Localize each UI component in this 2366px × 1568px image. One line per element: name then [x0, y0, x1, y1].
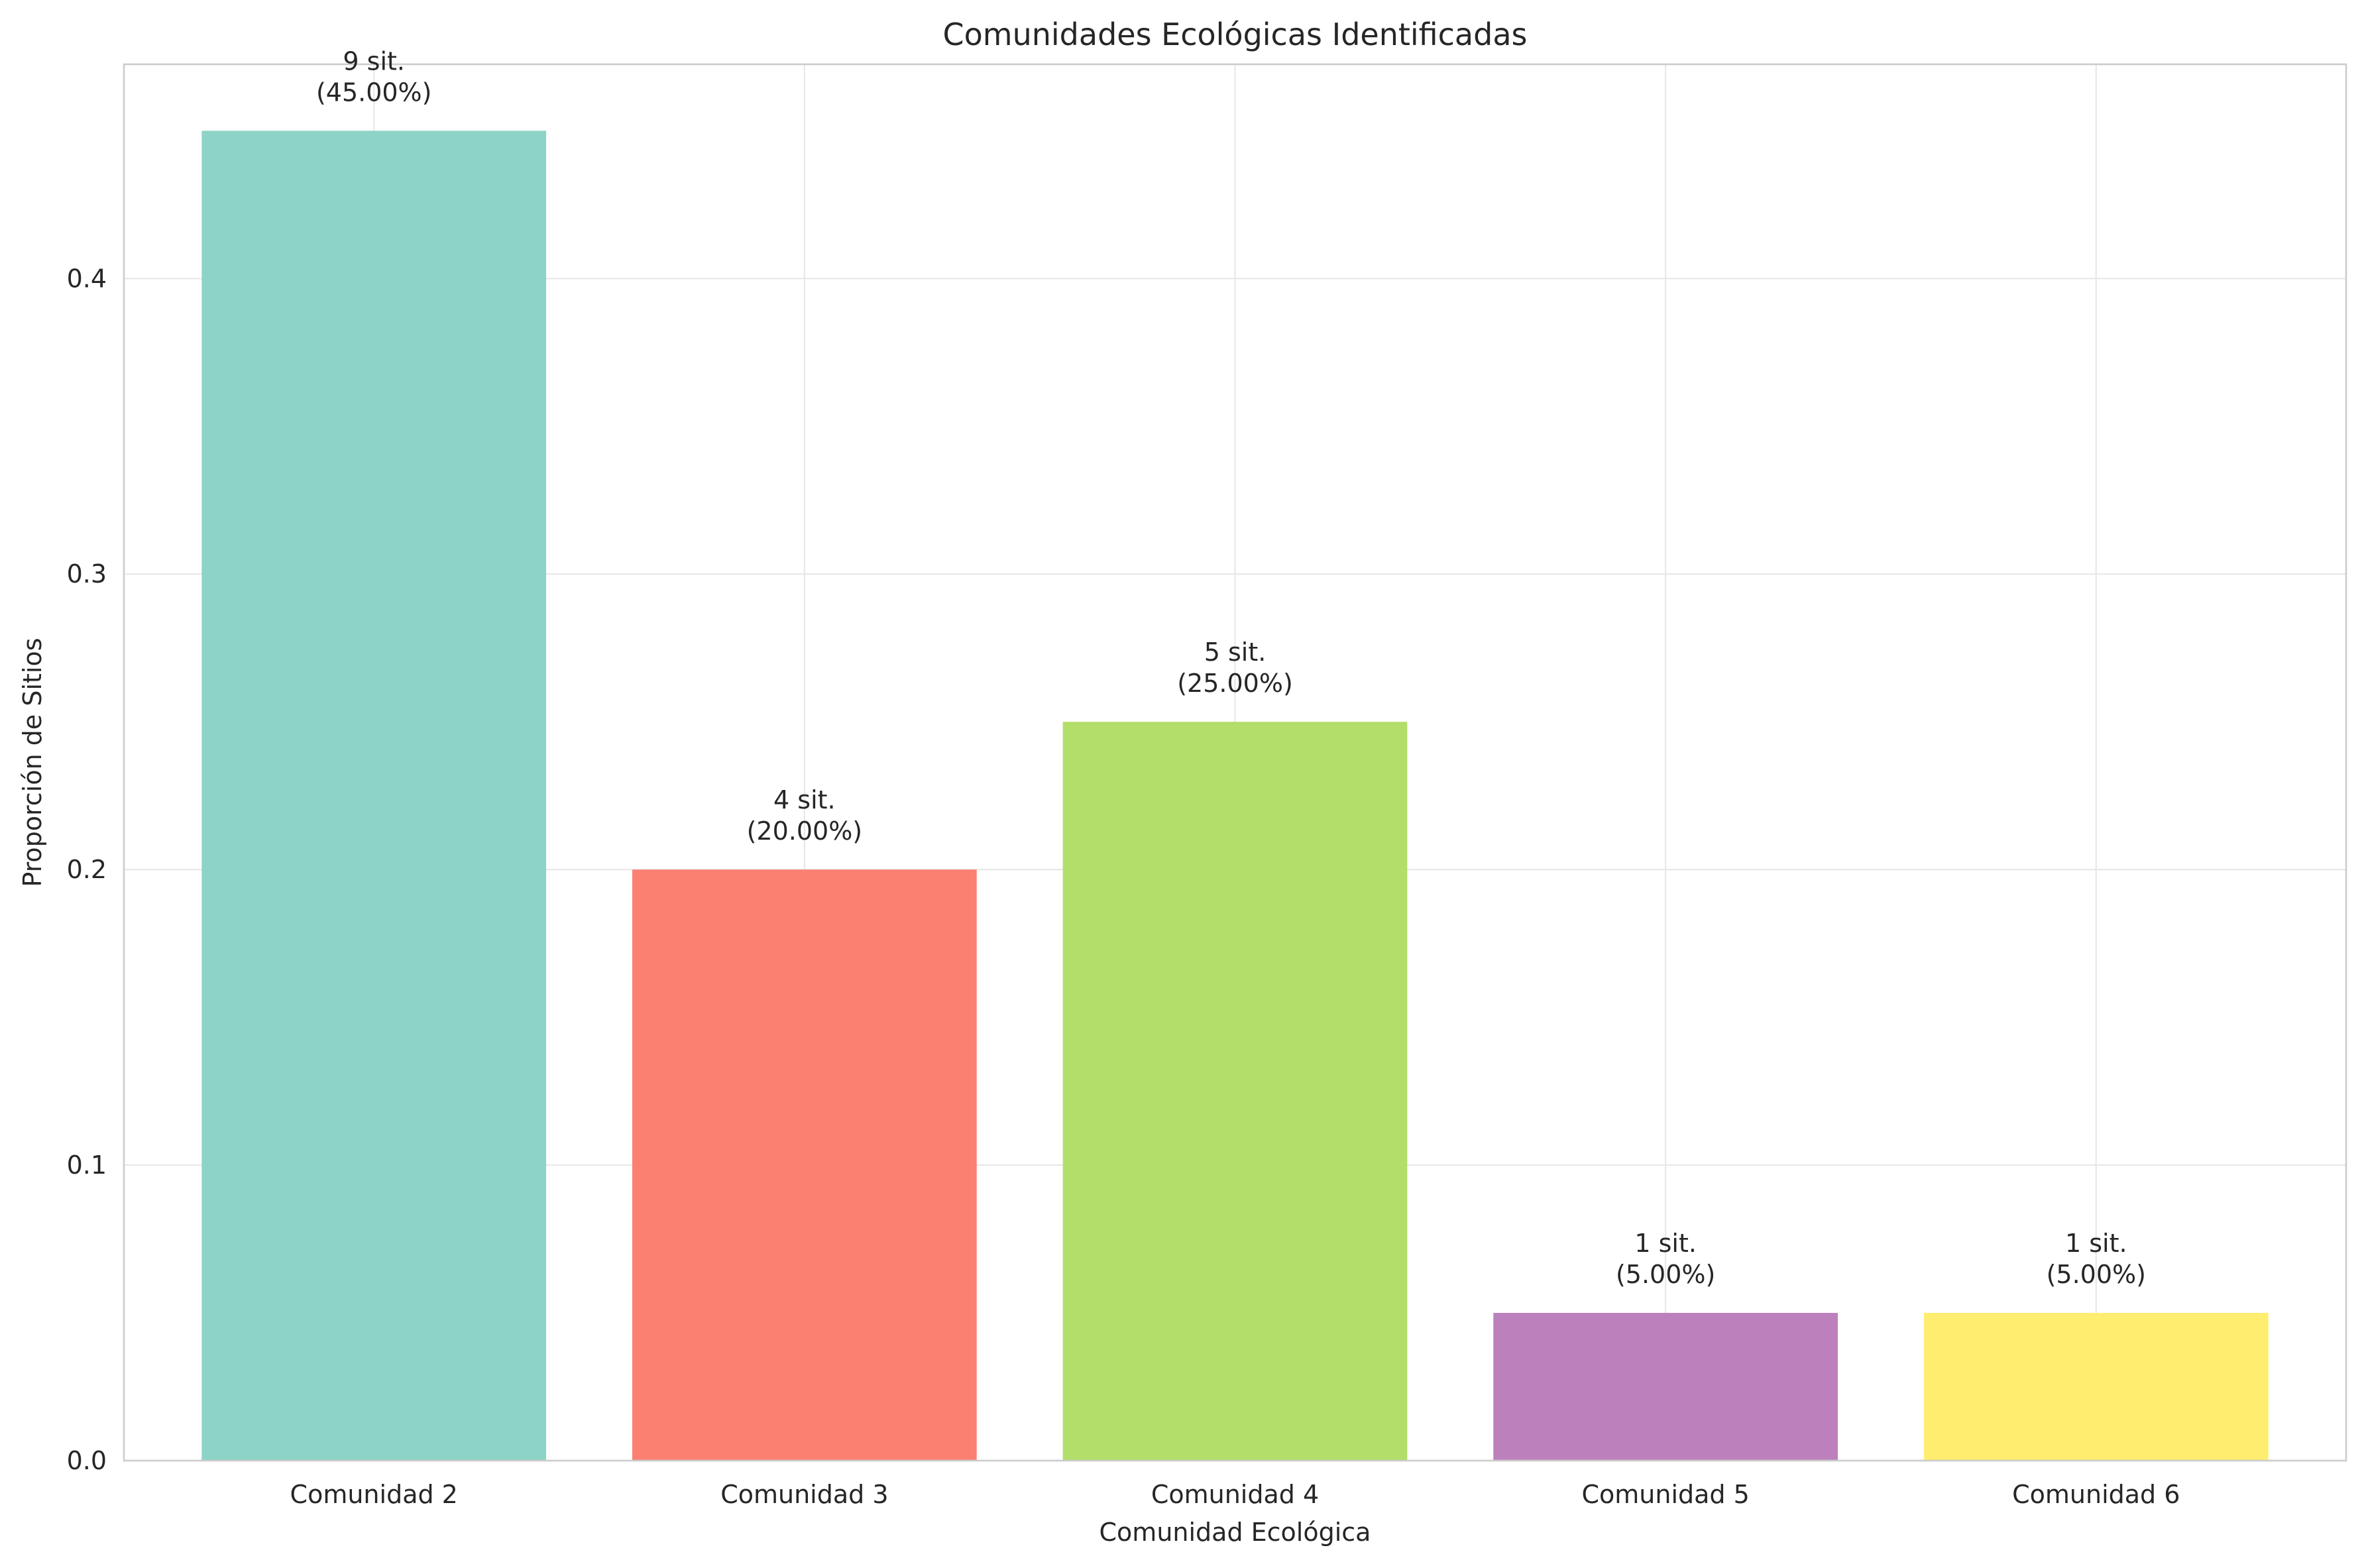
- bar-count-label: 5 sit.: [1204, 638, 1267, 667]
- bars: [201, 131, 2269, 1461]
- x-tick-label: Comunidad 5: [1581, 1480, 1749, 1509]
- bar-percent-label: (20.00%): [747, 816, 863, 846]
- bar-percent-label: (5.00%): [1616, 1260, 1715, 1289]
- bar-count-label: 4 sit.: [773, 785, 836, 814]
- bar: [1062, 722, 1408, 1461]
- y-tick-label: 0.4: [67, 264, 107, 293]
- y-tick-label: 0.1: [67, 1150, 107, 1180]
- bar: [632, 869, 977, 1461]
- plot-frame: [123, 63, 2347, 1462]
- y-tick-label: 0.0: [67, 1446, 107, 1475]
- bar-count-label: 1 sit.: [2065, 1229, 2127, 1258]
- bar-percent-label: (5.00%): [2047, 1260, 2146, 1289]
- y-tick-label: 0.3: [67, 559, 107, 588]
- x-tick-label: Comunidad 6: [2012, 1480, 2180, 1509]
- x-tick-label: Comunidad 4: [1151, 1480, 1319, 1509]
- bar-percent-label: (25.00%): [1177, 669, 1293, 698]
- bar-count-label: 1 sit.: [1634, 1229, 1697, 1258]
- tick-labels: 0.0 0.1 0.2 0.3 0.4 Comunidad 2 Comunidad 3 Com…: [67, 264, 2180, 1509]
- chart-title: Comunidades Ecológicas Identificadas: [943, 17, 1528, 52]
- y-tick-label: 0.2: [67, 855, 107, 884]
- bar-count-label: 9 sit.: [343, 46, 405, 76]
- x-tick-label: Comunidad 2: [290, 1480, 458, 1509]
- x-axis-label: Comunidad Ecológica: [1099, 1518, 1371, 1547]
- bar: [1493, 1313, 1838, 1461]
- bar: [201, 131, 547, 1461]
- y-axis-label: Proporción de Sitios: [18, 638, 47, 887]
- bar-percent-label: (45.00%): [316, 78, 432, 107]
- x-tick-label: Comunidad 3: [720, 1480, 888, 1509]
- bar-value-labels: 9 sit.(45.00%) 4 sit.(20.00%) 5 sit.(25.00…: [316, 46, 2146, 1289]
- bar: [1923, 1313, 2269, 1461]
